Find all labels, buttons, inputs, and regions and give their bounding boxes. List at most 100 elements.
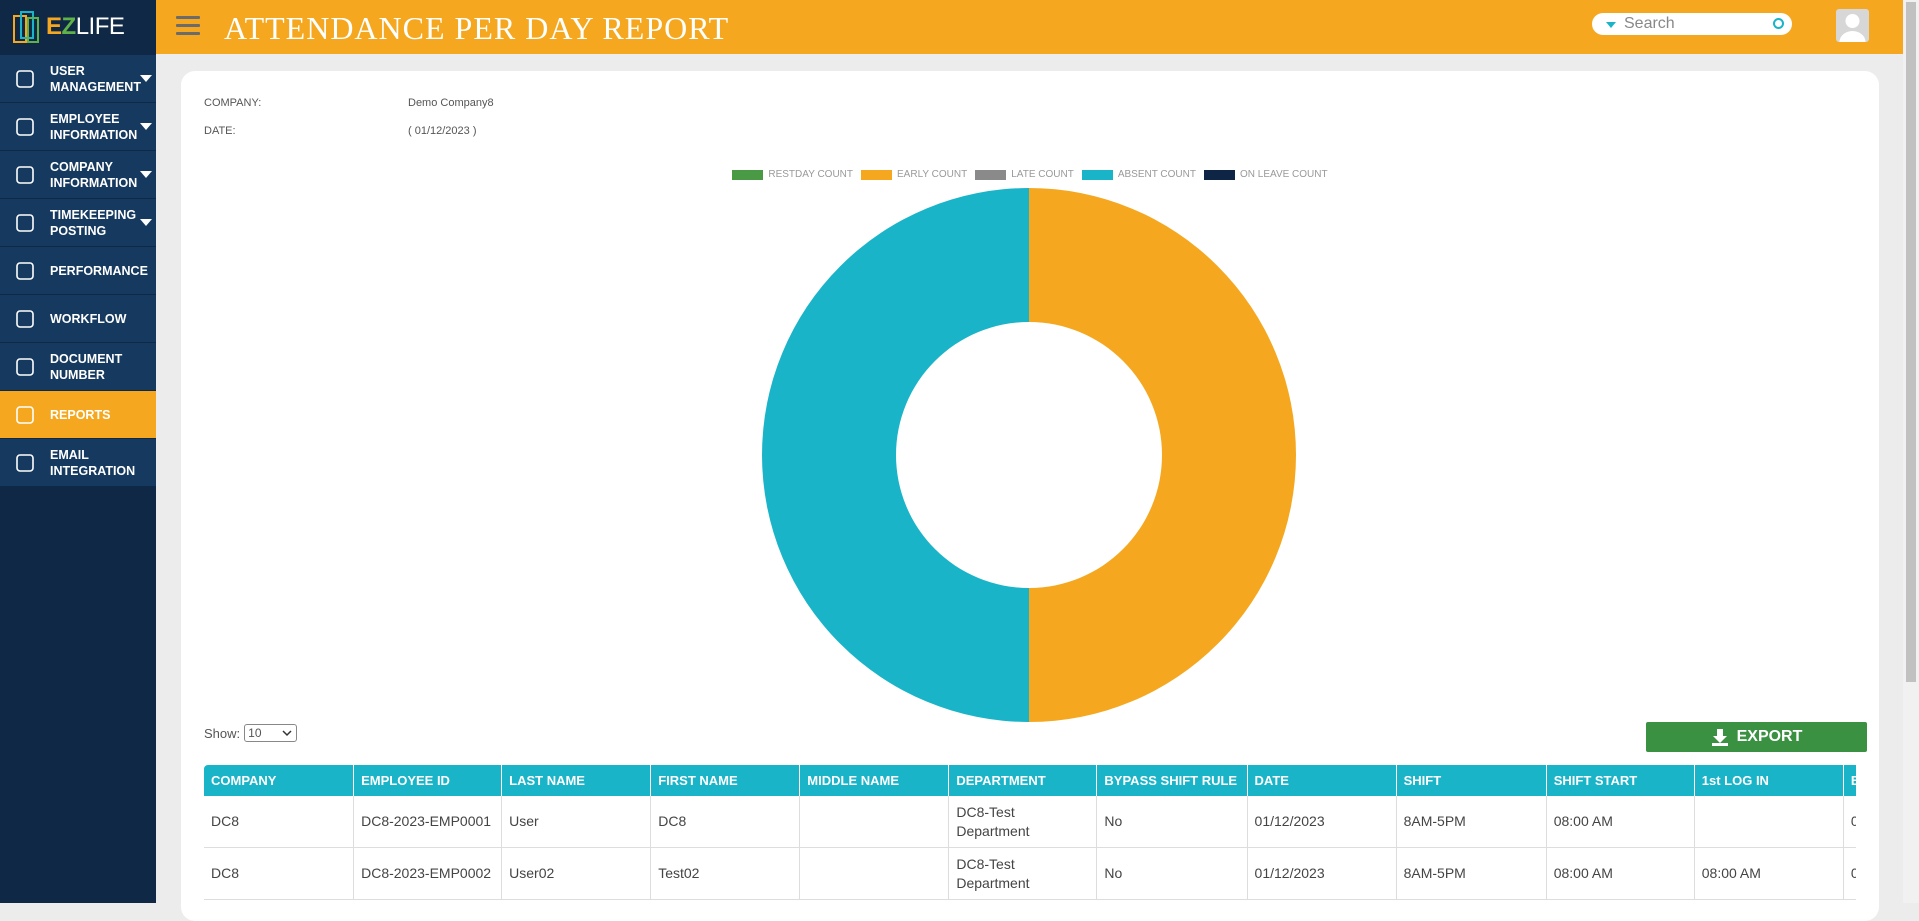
legend-label: RESTDAY COUNT [768, 169, 854, 180]
search-icon[interactable] [1773, 18, 1784, 29]
select-arrow [282, 730, 292, 737]
table-body: DC8 DC8-2023-EMP0001 User DC8 DC8-Test Depar… [204, 796, 1856, 900]
user-avatar[interactable] [1836, 9, 1869, 42]
page-size-value: 10 [248, 726, 262, 740]
table-cell: 01/12/2023 [1247, 796, 1397, 848]
legend-item[interactable]: RESTDAY COUNT [732, 169, 853, 180]
menu-label: WORKFLOW [50, 311, 127, 326]
scrollbar-thumb[interactable] [1906, 2, 1916, 682]
table-cell: 01/12/2023 [1247, 847, 1397, 900]
legend-swatch [861, 169, 893, 180]
menu-label: USER MANAGEMENT [50, 63, 141, 94]
menu-item[interactable]: WORKFLOW [0, 295, 156, 342]
table-cell: DC8 [650, 796, 801, 848]
table-cell: Test02 [650, 847, 801, 900]
menu-icon [16, 117, 34, 136]
table-cell: 08:00 AM [1546, 847, 1695, 900]
menu-item[interactable]: TIMEKEEPING POSTING [0, 199, 156, 246]
menu-item[interactable]: REPORTS [0, 391, 156, 438]
table-cell: DC8-Test Department [948, 847, 1098, 900]
menu-icon [16, 309, 34, 328]
dropdown-arrow [140, 171, 152, 178]
dropdown-arrow [140, 219, 152, 226]
table-cell [799, 796, 950, 848]
legend-item[interactable]: LATE COUNT [975, 169, 1074, 180]
company-value: Demo Company8 [408, 97, 494, 109]
logo-icon [13, 11, 39, 43]
export-label: EXPORT [1736, 728, 1803, 745]
column-header: BYPASS SHIFT RULE [1096, 765, 1248, 796]
legend-item[interactable]: EARLY COUNT [861, 169, 967, 180]
table-cell: 0 [1843, 796, 1856, 848]
menu-label: EMAIL INTEGRATION [50, 447, 136, 478]
menu-label: DOCUMENT NUMBER [50, 351, 123, 382]
menu-item[interactable]: USER MANAGEMENT [0, 55, 156, 102]
column-header: SHIFT START [1546, 765, 1695, 796]
table-cell: DC8-2023-EMP0002 [353, 847, 503, 900]
icon-shape [16, 309, 34, 328]
menu-icon [16, 213, 34, 232]
menu-icon [16, 453, 34, 472]
download-icon [1711, 729, 1728, 746]
logo-text: E [46, 13, 62, 40]
legend-item[interactable]: ABSENT COUNT [1081, 169, 1196, 180]
legend-item[interactable]: ON LEAVE COUNT [1204, 169, 1328, 180]
legend-swatch [1204, 169, 1235, 180]
menu-item[interactable]: DOCUMENT NUMBER [0, 343, 156, 390]
icon-shape [16, 405, 34, 424]
company-label: COMPANY: [204, 97, 262, 109]
page-size-select[interactable]: 10 [244, 724, 298, 742]
column-header: FIRST NAME [650, 765, 801, 796]
donut-slice [762, 188, 1029, 722]
table-cell: 08:00 AM [1694, 847, 1844, 900]
menu-item[interactable]: EMAIL INTEGRATION [0, 439, 156, 486]
icon-shape [16, 69, 34, 88]
menu-label: TIMEKEEPING POSTING [50, 207, 137, 238]
table-cell: 8AM-5PM [1396, 796, 1547, 848]
column-header: 1st LOG IN [1694, 765, 1844, 796]
table-cell: DC8-Test Department [948, 796, 1098, 848]
table-cell [799, 847, 950, 900]
search-box[interactable]: Search [1592, 13, 1792, 35]
search-dropdown[interactable] [1606, 22, 1616, 28]
icon-shape [16, 165, 34, 184]
legend: RESTDAY COUNT EARLY COUNT LATE COUNT ABSENT… [181, 169, 1879, 180]
menu-item[interactable]: EMPLOYEE INFORMATION [0, 103, 156, 150]
table-container: COMPANY EMPLOYEE ID LAST NAME FIRST NAME MID… [204, 765, 1856, 905]
menu-toggle[interactable] [176, 16, 200, 40]
menu-label: EMPLOYEE INFORMATION [50, 111, 138, 142]
donut-slice [1029, 188, 1296, 722]
table-cell [1694, 796, 1844, 848]
menu-icon [16, 261, 34, 280]
menu-item[interactable]: PERFORMANCE [0, 247, 156, 294]
icon-shape [16, 453, 34, 472]
menu-item[interactable]: COMPANY INFORMATION [0, 151, 156, 198]
column-header: DATE [1247, 765, 1397, 796]
show-label: Show: [204, 725, 241, 741]
export-button[interactable]: EXPORT [1646, 722, 1867, 752]
avatar-icon [1839, 14, 1866, 42]
table-cell: DC8 [204, 796, 355, 848]
logo[interactable]: E Z LIFE [0, 0, 156, 54]
icon-shape [16, 213, 34, 232]
logo-text: Z [61, 13, 77, 40]
menu-icon [16, 165, 34, 184]
table-cell: User [501, 796, 652, 848]
table-cell: 0 [1843, 847, 1856, 900]
table-cell: User02 [501, 847, 652, 900]
menu-label: REPORTS [50, 407, 111, 422]
icon-shape [16, 261, 34, 280]
report-table: COMPANY EMPLOYEE ID LAST NAME FIRST NAME MID… [204, 765, 1856, 900]
legend-swatch [1081, 169, 1113, 180]
column-header: LAST NAME [501, 765, 652, 796]
menu-icon [16, 405, 34, 424]
legend-swatch [975, 169, 1007, 180]
column-header: EARLY HOURS [1843, 765, 1856, 796]
legend-label: ABSENT COUNT [1117, 169, 1196, 180]
logo-text: LIFE [75, 13, 125, 40]
column-header: SHIFT [1396, 765, 1547, 796]
icon-shape [16, 357, 34, 376]
scrollbar[interactable] [1903, 0, 1919, 903]
table-cell: 08:00 AM [1546, 796, 1695, 848]
donut-chart [762, 188, 1296, 722]
